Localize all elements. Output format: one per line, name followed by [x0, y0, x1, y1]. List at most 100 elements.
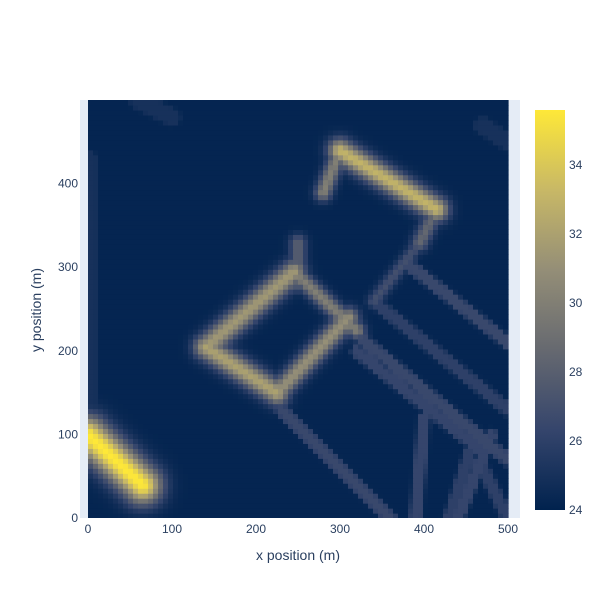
heatmap-cell — [173, 448, 179, 454]
heatmap-cell — [98, 309, 104, 315]
heatmap-cell — [328, 363, 334, 370]
heatmap-cell — [223, 244, 229, 250]
heatmap-cell — [248, 289, 254, 295]
heatmap-cell — [278, 438, 284, 444]
heatmap-cell — [348, 488, 354, 494]
heatmap-cell — [168, 513, 174, 518]
heatmap-cell — [148, 393, 154, 400]
heatmap-cell — [433, 403, 439, 410]
heatmap-cell — [503, 373, 509, 380]
heatmap-cell — [323, 254, 329, 260]
heatmap-cell — [198, 333, 204, 340]
heatmap-cell — [328, 513, 334, 518]
heatmap-cell — [503, 309, 509, 315]
heatmap-cell — [433, 353, 439, 360]
heatmap-cell — [168, 508, 174, 514]
heatmap-cell — [383, 463, 389, 469]
heatmap-cell — [493, 408, 499, 415]
heatmap-cell — [308, 443, 314, 449]
heatmap-cell — [303, 299, 309, 305]
heatmap-cell — [213, 239, 219, 245]
heatmap-cell — [293, 478, 299, 484]
heatmap-cell — [153, 378, 159, 385]
heatmap-cell — [483, 373, 489, 380]
heatmap-cell — [333, 393, 339, 400]
heatmap-cell — [403, 269, 409, 275]
heatmap-cell — [493, 468, 499, 474]
heatmap-cell — [338, 388, 344, 395]
heatmap-cell — [383, 483, 389, 489]
heatmap-cell — [138, 468, 144, 474]
heatmap-cell — [273, 264, 279, 270]
heatmap-cell — [128, 289, 134, 295]
heatmap-cell — [178, 393, 184, 400]
heatmap-cell — [328, 488, 334, 494]
heatmap-cell — [148, 433, 154, 439]
heatmap-cell — [343, 363, 349, 370]
heatmap-cell — [333, 418, 339, 425]
heatmap-cell — [488, 348, 494, 355]
heatmap-cell — [88, 234, 94, 240]
heatmap-cell — [88, 353, 94, 360]
heatmap-cell — [178, 378, 184, 385]
heatmap-cell — [463, 269, 469, 275]
heatmap-cell — [178, 408, 184, 415]
heatmap-cell — [163, 498, 169, 504]
heatmap-cell — [378, 313, 384, 320]
heatmap-cell — [258, 463, 264, 469]
heatmap-cell — [358, 493, 364, 499]
heatmap-cell — [198, 313, 204, 320]
heatmap-cell — [98, 388, 104, 395]
heatmap-cell — [163, 368, 169, 375]
heatmap-cell — [463, 418, 469, 425]
heatmap-cell — [403, 483, 409, 489]
heatmap-cell — [88, 493, 94, 499]
heatmap-cell — [493, 443, 499, 449]
heatmap-cell — [198, 388, 204, 395]
heatmap-cell — [368, 318, 374, 325]
heatmap-cell — [268, 478, 274, 484]
heatmap-cell — [498, 508, 504, 514]
heatmap-cell — [203, 244, 209, 250]
heatmap-cell — [333, 408, 339, 415]
heatmap-cell — [363, 368, 369, 375]
heatmap-cell — [253, 224, 259, 230]
heatmap-cell — [323, 299, 329, 305]
heatmap-cell — [453, 468, 459, 474]
heatmap-cell — [203, 343, 209, 350]
heatmap-cell — [203, 473, 209, 479]
heatmap-cell — [308, 244, 314, 250]
heatmap-cell — [333, 224, 339, 230]
heatmap-cell — [363, 294, 369, 300]
heatmap-cell — [493, 438, 499, 444]
heatmap-cell — [163, 284, 169, 290]
heatmap-cell — [128, 234, 134, 240]
heatmap-cell — [423, 274, 429, 280]
heatmap-cell — [223, 488, 229, 494]
heatmap-cell — [188, 428, 194, 435]
heatmap-cell — [373, 428, 379, 435]
heatmap-cell — [363, 224, 369, 230]
heatmap-cell — [223, 418, 229, 425]
heatmap-cell — [328, 224, 334, 230]
heatmap-cell — [158, 433, 164, 439]
heatmap-cell — [238, 328, 244, 335]
heatmap-cell — [98, 488, 104, 494]
heatmap-cell — [328, 378, 334, 385]
heatmap-cell — [243, 318, 249, 325]
heatmap-cell — [238, 309, 244, 315]
heatmap-cell — [298, 363, 304, 370]
heatmap-cell — [493, 274, 499, 280]
heatmap-cell — [368, 338, 374, 345]
heatmap-cell — [253, 249, 259, 255]
heatmap-cell — [333, 299, 339, 305]
heatmap-cell — [313, 453, 319, 459]
heatmap-cell — [418, 438, 424, 444]
heatmap-cell — [113, 224, 119, 230]
heatmap-cell — [408, 264, 414, 270]
heatmap-cell — [463, 398, 469, 405]
heatmap-cell — [183, 264, 189, 270]
heatmap-cell — [438, 309, 444, 315]
heatmap-cell — [448, 234, 454, 240]
heatmap-cell — [263, 468, 269, 474]
